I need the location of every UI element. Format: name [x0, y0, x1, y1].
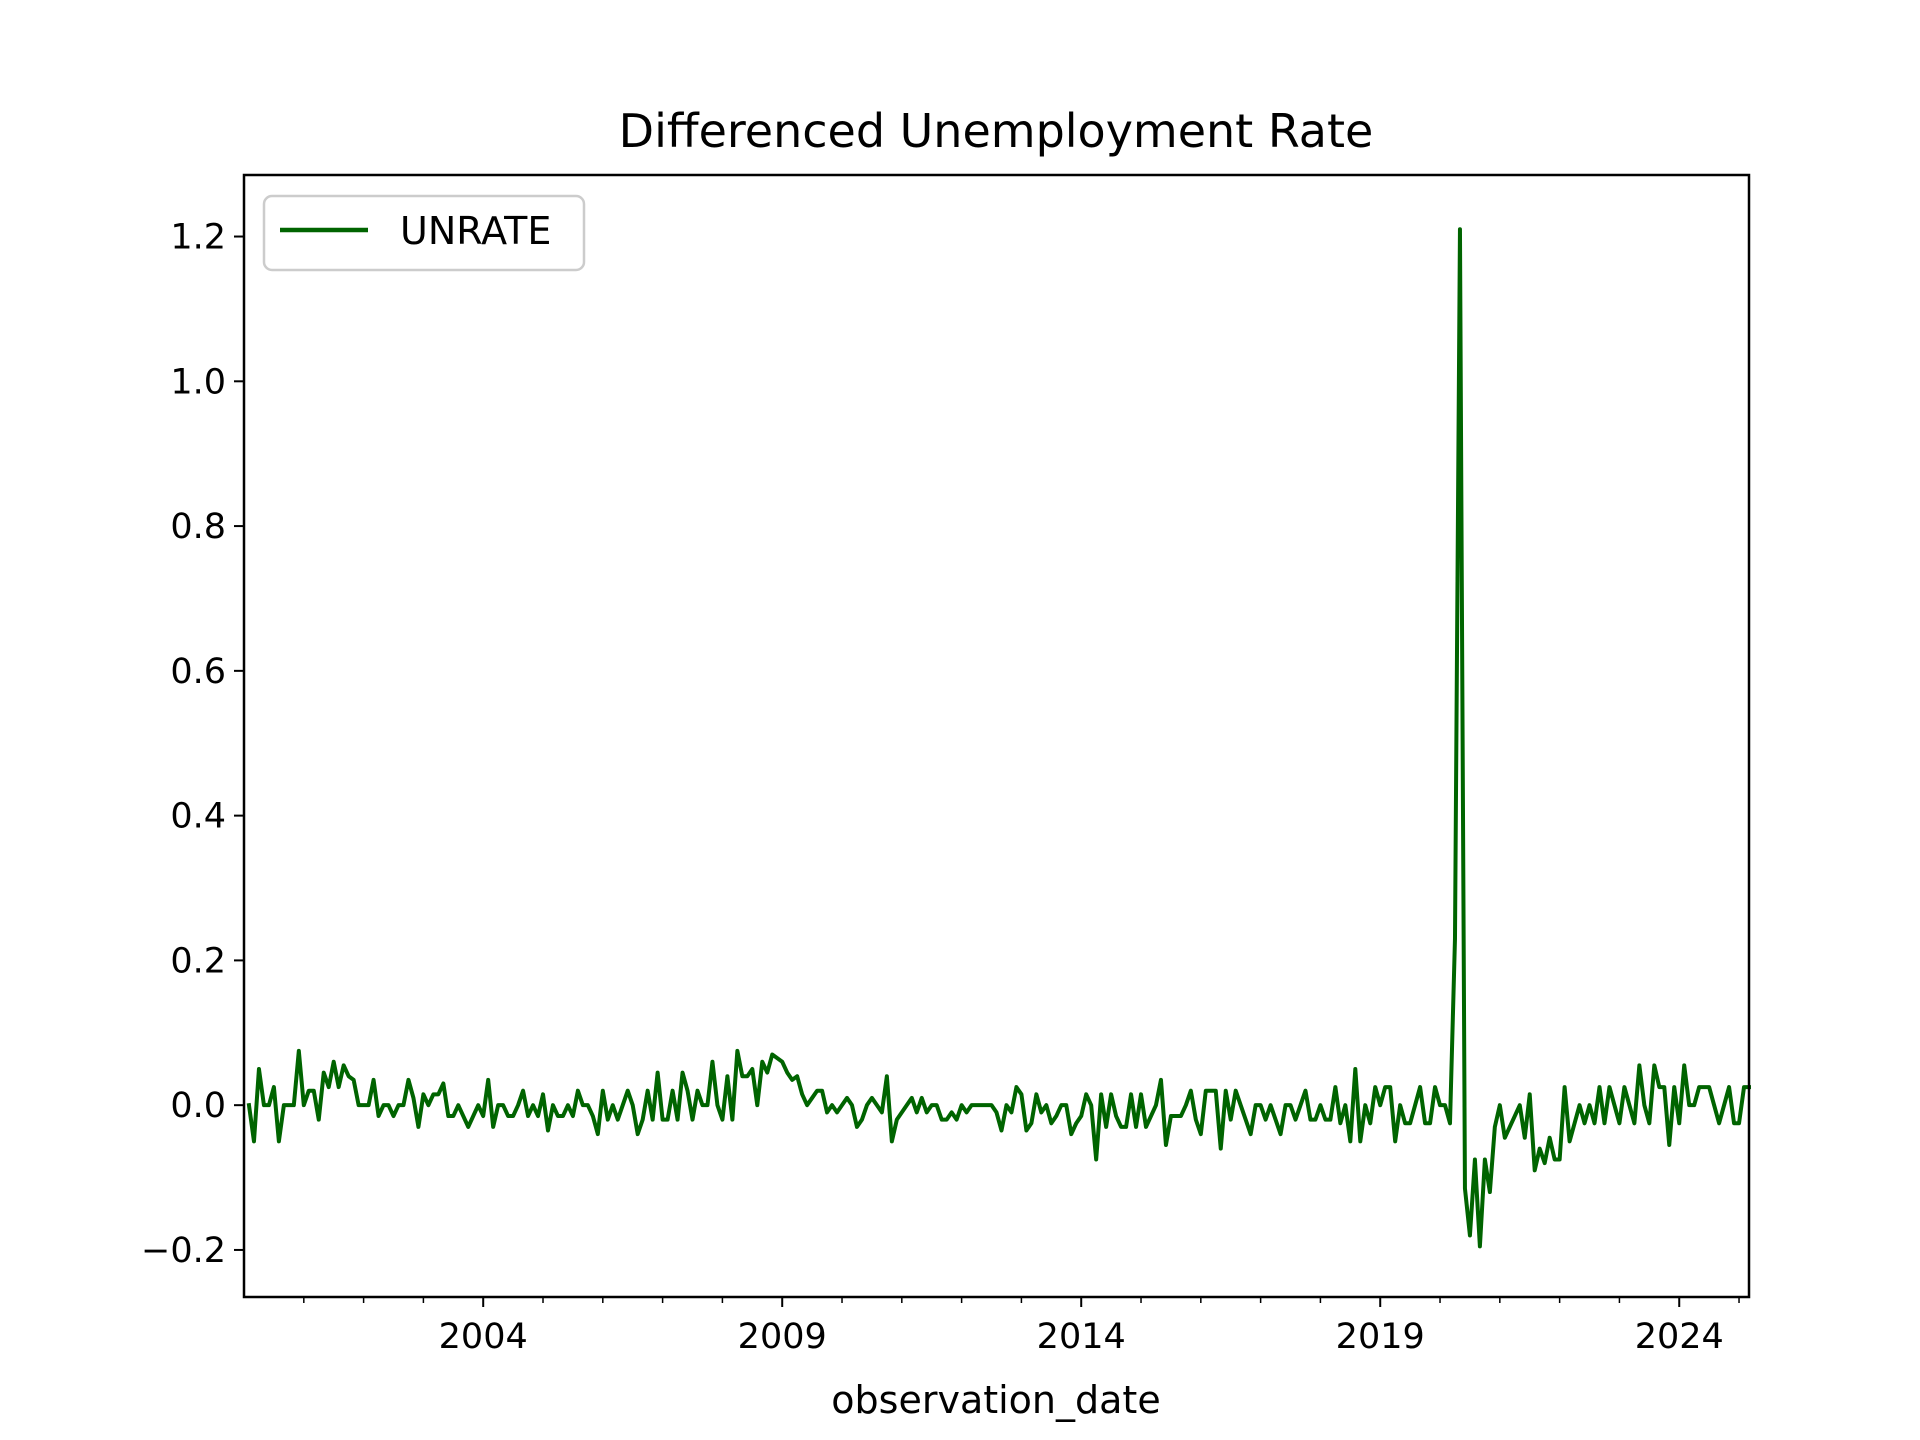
- x-axis: 2004 2009 2014 2019 2024: [303, 1297, 1740, 1357]
- legend-frame: [262, 194, 586, 272]
- legend: UNRATE: [262, 194, 586, 272]
- x-tick-label: 2024: [1635, 1317, 1724, 1357]
- series-line-unrate: [246, 227, 1751, 1249]
- y-tick-label: −0.2: [141, 1231, 226, 1271]
- x-axis-label: observation_date: [831, 1378, 1160, 1422]
- y-axis: −0.2 0.0 0.2 0.4 0.6 0.8 1.0 1.2: [141, 218, 244, 1271]
- chart-title: Differenced Unemployment Rate: [619, 104, 1374, 158]
- series-layer: [246, 227, 1751, 1249]
- y-tick-label: 0.0: [170, 1086, 226, 1126]
- legend-label-unrate: UNRATE: [400, 209, 551, 253]
- y-tick-label: 0.2: [170, 941, 226, 981]
- plot-frame: [242, 173, 1751, 1299]
- x-tick-label: 2014: [1037, 1317, 1126, 1357]
- y-tick-label: 0.8: [170, 507, 226, 547]
- x-tick-label: 2019: [1336, 1317, 1425, 1357]
- y-tick-label: 0.4: [170, 797, 226, 837]
- x-tick-label: 2004: [439, 1317, 528, 1357]
- y-tick-label: 1.0: [170, 362, 226, 402]
- y-tick-label: 0.6: [170, 652, 226, 692]
- y-tick-label: 1.2: [170, 218, 226, 258]
- x-tick-label: 2009: [738, 1317, 827, 1357]
